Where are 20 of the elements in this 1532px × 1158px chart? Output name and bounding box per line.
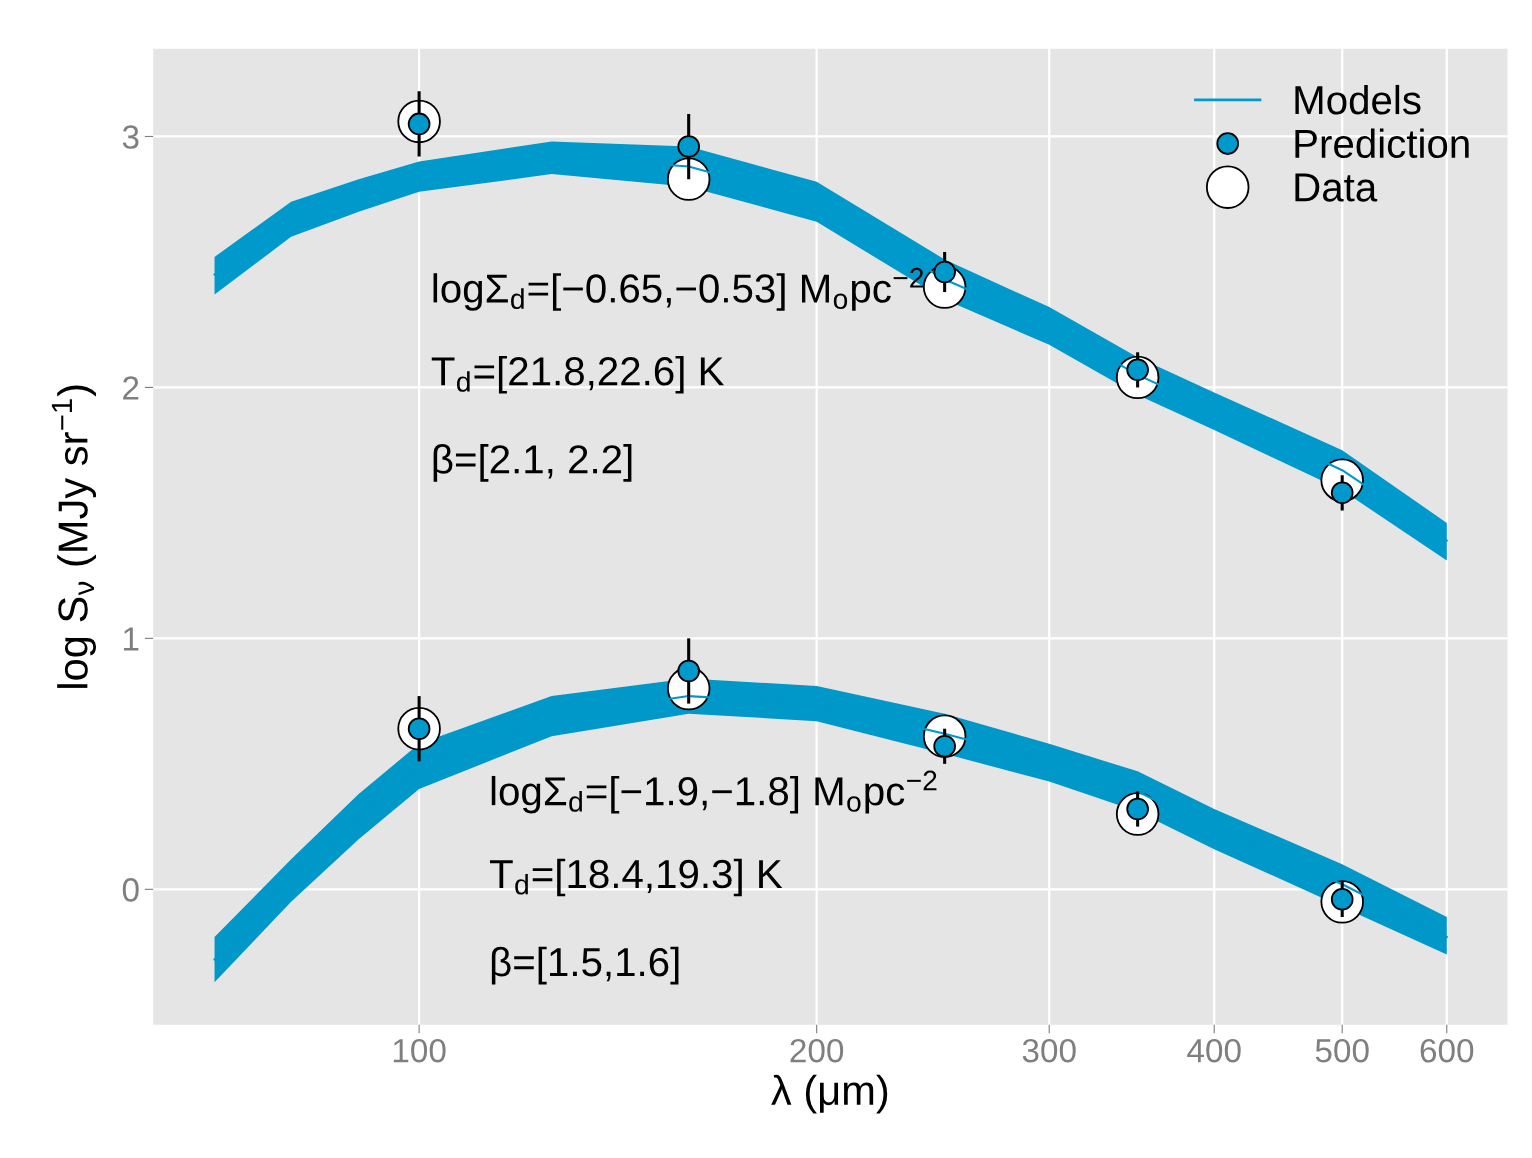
x-tick-label: 500 (1315, 1038, 1369, 1063)
y-tick-label: 1 (124, 627, 139, 651)
annotation: β=[2.1, 2.2] (433, 444, 632, 482)
annotation: β=[1.5,1.6] (491, 946, 679, 985)
legend-label: Prediction (1295, 128, 1469, 159)
y-tick-label: 0 (122, 878, 139, 902)
y-tick-label: 3 (122, 125, 139, 149)
annotation: logΣ$_{d}$=[−1.9,−1.8] M$_{o}$pc$^{−2}$ (491, 770, 937, 814)
x-axis-title: λ (μm) (771, 1074, 888, 1114)
x-tick-label: 600 (1420, 1038, 1474, 1063)
legend-label: Data (1295, 173, 1378, 202)
y-axis-title: log S$_{ν}$ (MJy sr$^{−1}$) (51, 385, 97, 688)
legend-label: Models (1295, 84, 1421, 115)
annotation: T$_{d}$=[21.8,22.6] K (431, 356, 725, 394)
x-tick-label: 100 (393, 1038, 446, 1063)
x-tick-label: 200 (790, 1038, 844, 1063)
x-tick-label: 400 (1187, 1038, 1241, 1063)
x-tick-label: 300 (1022, 1038, 1076, 1063)
annotation: T$_{d}$=[18.4,19.3] K (489, 858, 783, 897)
y-tick-label: 2 (123, 376, 139, 400)
